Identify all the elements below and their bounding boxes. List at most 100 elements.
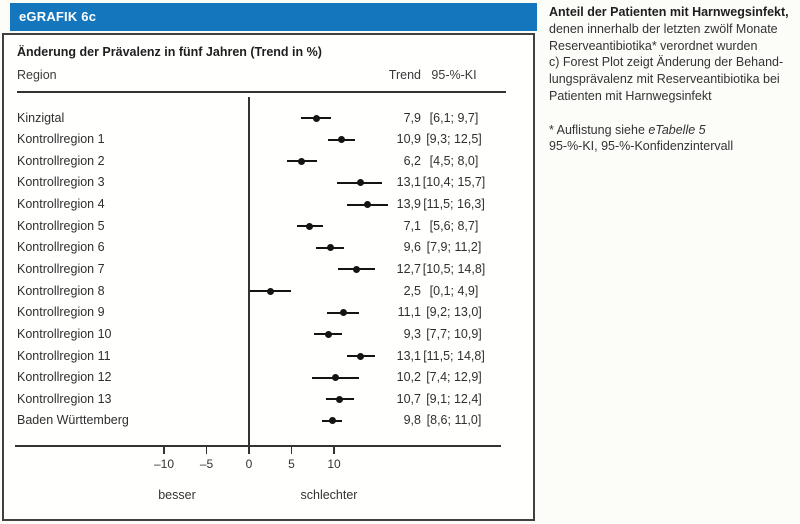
region-label: Kontrollregion 3 bbox=[17, 175, 105, 190]
forest-point bbox=[327, 244, 335, 252]
trend-value: 7,9 bbox=[403, 110, 421, 125]
table-row: Kinzigtal 7,9 [6,1; 9,7] bbox=[4, 110, 533, 127]
region-label: Kontrollregion 4 bbox=[17, 197, 105, 212]
table-row: Kontrollregion 4 13,9 [11,5; 16,3] bbox=[4, 196, 533, 213]
caption-line: c) Forest Plot zeigt Änderung der Behand… bbox=[549, 55, 784, 70]
table-row: Kontrollregion 9 11,1 [9,2; 13,0] bbox=[4, 304, 533, 321]
abbreviation-line: 95-%-KI, 95-%-Konfidenzintervall bbox=[549, 139, 734, 154]
forest-point bbox=[336, 395, 344, 403]
forest-point bbox=[266, 287, 274, 295]
ci-value: [7,7; 10,9] bbox=[426, 326, 482, 341]
trend-value: 6,2 bbox=[403, 153, 421, 168]
region-label: Kontrollregion 9 bbox=[17, 305, 105, 320]
region-label: Kontrollregion 13 bbox=[17, 391, 112, 406]
region-label: Baden Württemberg bbox=[17, 413, 129, 428]
ci-value: [11,5; 16,3] bbox=[423, 197, 485, 212]
column-header-trend: Trend bbox=[388, 68, 421, 82]
ci-value: [9,1; 12,4] bbox=[426, 391, 482, 406]
x-tick bbox=[248, 445, 250, 454]
x-tick-label: –10 bbox=[153, 457, 175, 471]
trend-value: 13,1 bbox=[396, 348, 421, 363]
x-tick bbox=[290, 445, 293, 454]
table-row: Kontrollregion 2 6,2 [4,5; 8,0] bbox=[4, 153, 533, 170]
table-row: Kontrollregion 13 10,7 [9,1; 12,4] bbox=[4, 391, 533, 408]
region-label: Kontrollregion 11 bbox=[17, 348, 111, 363]
ci-value: [6,1; 9,7] bbox=[429, 110, 479, 125]
figure-header-bar: eGRAFIK 6c bbox=[10, 3, 537, 31]
trend-value: 11,1 bbox=[397, 305, 421, 320]
region-label: Kontrollregion 5 bbox=[17, 218, 105, 233]
ci-value: [4,5; 8,0] bbox=[429, 153, 479, 168]
ci-value: [10,5; 14,8] bbox=[422, 261, 486, 276]
ci-value: [10,4; 15,7] bbox=[422, 175, 486, 190]
footnote-text: * Auflistung siehe bbox=[549, 122, 649, 137]
trend-value: 13,9 bbox=[396, 197, 421, 212]
x-tick-label: 5 bbox=[288, 457, 295, 471]
region-label: Kontrollregion 1 bbox=[17, 132, 105, 147]
ci-value: [0,1; 4,9] bbox=[429, 283, 479, 298]
footnote-line: * Auflistung siehe eTabelle 5 bbox=[549, 122, 797, 139]
caption-line: Patienten mit Harnwegsinfekt bbox=[549, 88, 712, 103]
zero-reference-line bbox=[248, 97, 250, 445]
table-row: Kontrollregion 3 13,1 [10,4; 15,7] bbox=[4, 174, 533, 191]
x-tick bbox=[205, 445, 208, 454]
trend-value: 9,6 bbox=[403, 240, 421, 255]
x-axis-line bbox=[15, 445, 501, 447]
region-label: Kontrollregion 12 bbox=[17, 370, 112, 385]
region-label: Kontrollregion 6 bbox=[17, 240, 105, 255]
chart-title: Änderung der Prävalenz in fünf Jahren (T… bbox=[17, 45, 322, 59]
direction-label-schlechter: schlechter bbox=[300, 488, 358, 502]
ci-value: [8,6; 11,0] bbox=[426, 413, 482, 428]
forest-point bbox=[305, 222, 313, 230]
table-row: Kontrollregion 7 12,7 [10,5; 14,8] bbox=[4, 261, 533, 278]
trend-value: 9,3 bbox=[403, 326, 421, 341]
caption-line: denen innerhalb der letzten zwölf Monate bbox=[549, 21, 778, 36]
trend-value: 13,1 bbox=[396, 175, 421, 190]
x-tick bbox=[333, 445, 335, 454]
table-row: Kontrollregion 11 13,1 [11,5; 14,8] bbox=[4, 348, 533, 365]
table-row: Kontrollregion 12 10,2 [7,4; 12,9] bbox=[4, 369, 533, 386]
footnote-reference: eTabelle 5 bbox=[648, 122, 706, 137]
forest-point bbox=[356, 352, 364, 360]
table-row: Kontrollregion 6 9,6 [7,9; 11,2] bbox=[4, 239, 533, 256]
forest-point bbox=[353, 265, 361, 273]
forest-point bbox=[328, 417, 336, 425]
ci-value: [11,5; 14,8] bbox=[423, 348, 485, 363]
trend-value: 7,1 bbox=[403, 218, 421, 233]
caption-line: Reserveantibiotika* verordnet wurden bbox=[549, 38, 758, 53]
x-tick-label: 10 bbox=[327, 457, 341, 471]
trend-value: 10,7 bbox=[396, 391, 421, 406]
region-label: Kontrollregion 10 bbox=[17, 326, 112, 341]
caption-spacer bbox=[549, 105, 797, 122]
forest-point bbox=[332, 374, 340, 382]
table-row: Kontrollregion 1 10,9 [9,3; 12,5] bbox=[4, 131, 533, 148]
ci-value: [7,4; 12,9] bbox=[426, 370, 482, 385]
region-label: Kontrollregion 7 bbox=[17, 261, 105, 276]
column-header-ci: 95-%-KI bbox=[431, 68, 477, 82]
forest-point bbox=[312, 114, 320, 122]
x-tick-label: –5 bbox=[199, 457, 214, 471]
trend-value: 10,2 bbox=[396, 370, 421, 385]
region-label: Kinzigtal bbox=[17, 110, 65, 125]
caption-panel: Anteil der Patienten mit Harnwegsinfekt,… bbox=[549, 4, 797, 155]
figure-label: eGRAFIK 6c bbox=[19, 9, 97, 24]
ci-value: [5,6; 8,7] bbox=[429, 218, 479, 233]
trend-value: 2,5 bbox=[403, 283, 421, 298]
trend-value: 9,8 bbox=[403, 413, 421, 428]
column-header-region: Region bbox=[17, 68, 57, 82]
forest-point bbox=[324, 330, 332, 338]
table-row: Kontrollregion 10 9,3 [7,7; 10,9] bbox=[4, 326, 533, 343]
forest-plot-panel: Änderung der Prävalenz in fünf Jahren (T… bbox=[2, 33, 535, 521]
forest-point bbox=[338, 136, 346, 144]
header-divider bbox=[17, 91, 506, 93]
region-label: Kontrollregion 2 bbox=[17, 153, 105, 168]
table-row: Kontrollregion 5 7,1 [5,6; 8,7] bbox=[4, 218, 533, 235]
ci-value: [9,2; 13,0] bbox=[426, 305, 482, 320]
forest-point bbox=[363, 201, 371, 209]
forest-point bbox=[339, 309, 347, 317]
ci-value: [9,3; 12,5] bbox=[426, 132, 482, 147]
region-label: Kontrollregion 8 bbox=[17, 283, 105, 298]
forest-point bbox=[356, 179, 364, 187]
trend-value: 12,7 bbox=[396, 261, 421, 276]
forest-point bbox=[298, 157, 306, 165]
